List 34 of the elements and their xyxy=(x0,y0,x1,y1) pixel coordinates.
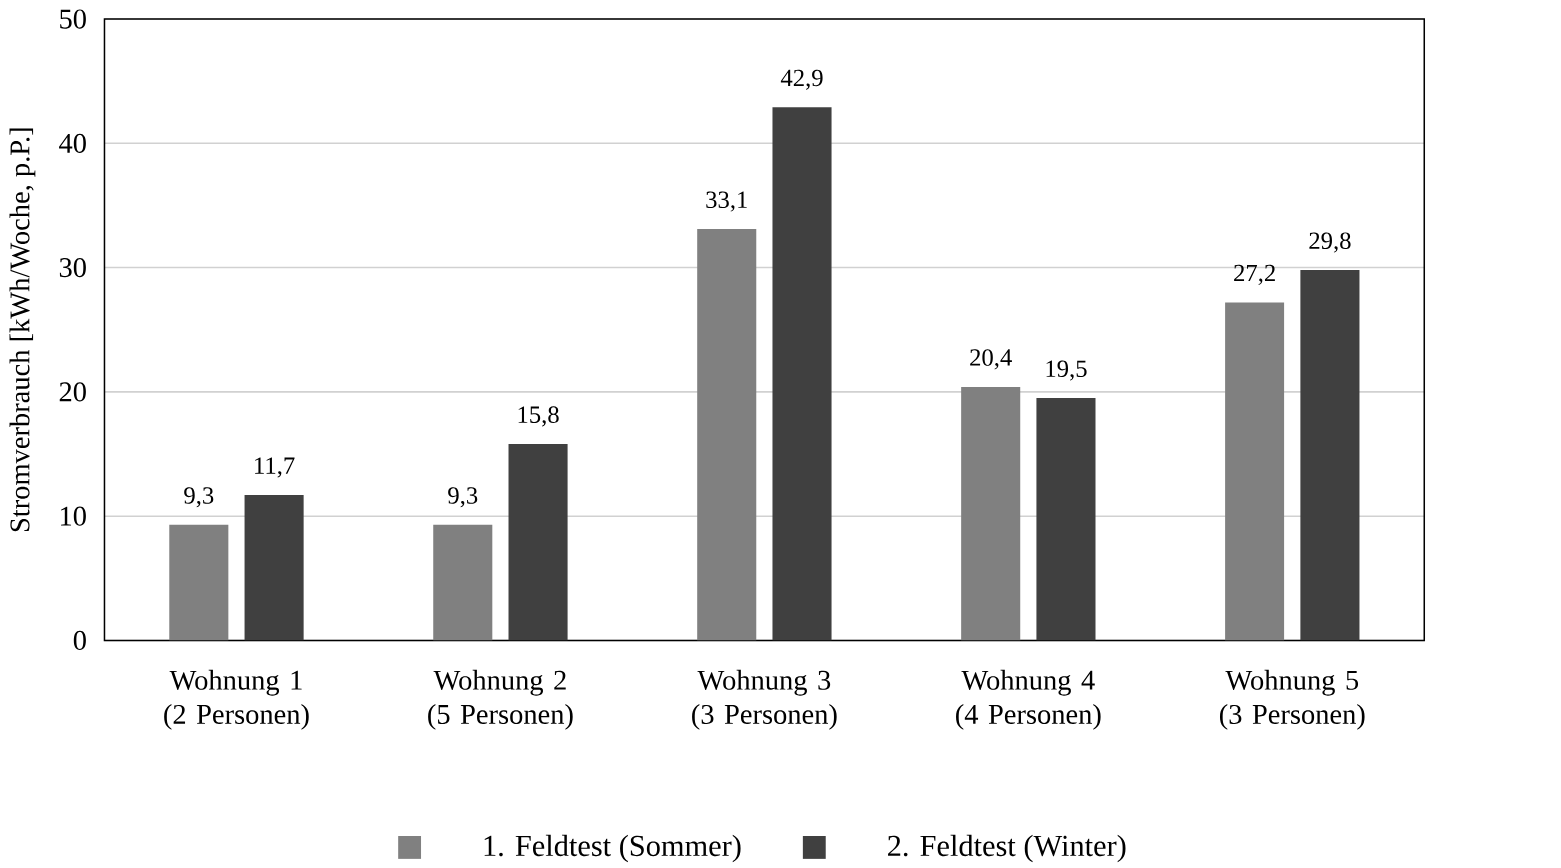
legend-label: 1. Feldtest (Sommer) xyxy=(484,834,741,863)
data-label: 42,9 xyxy=(780,69,823,90)
legend-label: 2. Feldtest (Winter) xyxy=(888,834,1126,863)
y-tick-label: 30 xyxy=(59,258,86,278)
bar xyxy=(508,444,568,641)
bar xyxy=(1300,270,1360,641)
bar xyxy=(772,107,832,641)
bar xyxy=(1225,302,1285,641)
bar xyxy=(1036,398,1096,641)
bar xyxy=(433,524,493,641)
x-tick-label: Wohnung 3 (3 Personen) xyxy=(692,669,837,730)
y-tick-label: 0 xyxy=(73,630,86,651)
bar xyxy=(697,229,757,641)
y-axis-title: Stromverbrauch [kWh/Woche, p.P.] xyxy=(9,128,36,532)
data-label: 11,7 xyxy=(255,457,295,478)
data-label: 20,4 xyxy=(970,349,1012,370)
data-label: 9,3 xyxy=(448,487,478,508)
bar xyxy=(244,495,304,641)
y-tick-label: 10 xyxy=(61,506,86,526)
y-tick-label: 50 xyxy=(60,9,86,29)
data-label: 29,8 xyxy=(1309,232,1351,253)
bar xyxy=(169,524,229,641)
x-tick-label: Wohnung 1 (2 Personen) xyxy=(164,669,309,730)
data-label: 33,1 xyxy=(706,191,747,212)
y-tick-label: 40 xyxy=(59,133,86,154)
data-label: 19,5 xyxy=(1046,360,1087,381)
x-tick-label: Wohnung 4 (4 Personen) xyxy=(956,669,1101,730)
data-label: 9,3 xyxy=(184,487,214,508)
y-tick-label: 20 xyxy=(59,382,86,402)
data-label: 27,2 xyxy=(1234,264,1275,286)
data-label: 15,8 xyxy=(518,406,559,427)
x-tick-label: Wohnung 5 (3 Personen) xyxy=(1219,669,1365,730)
bar xyxy=(961,387,1021,641)
x-tick-label: Wohnung 2 (5 Personen) xyxy=(428,669,573,730)
